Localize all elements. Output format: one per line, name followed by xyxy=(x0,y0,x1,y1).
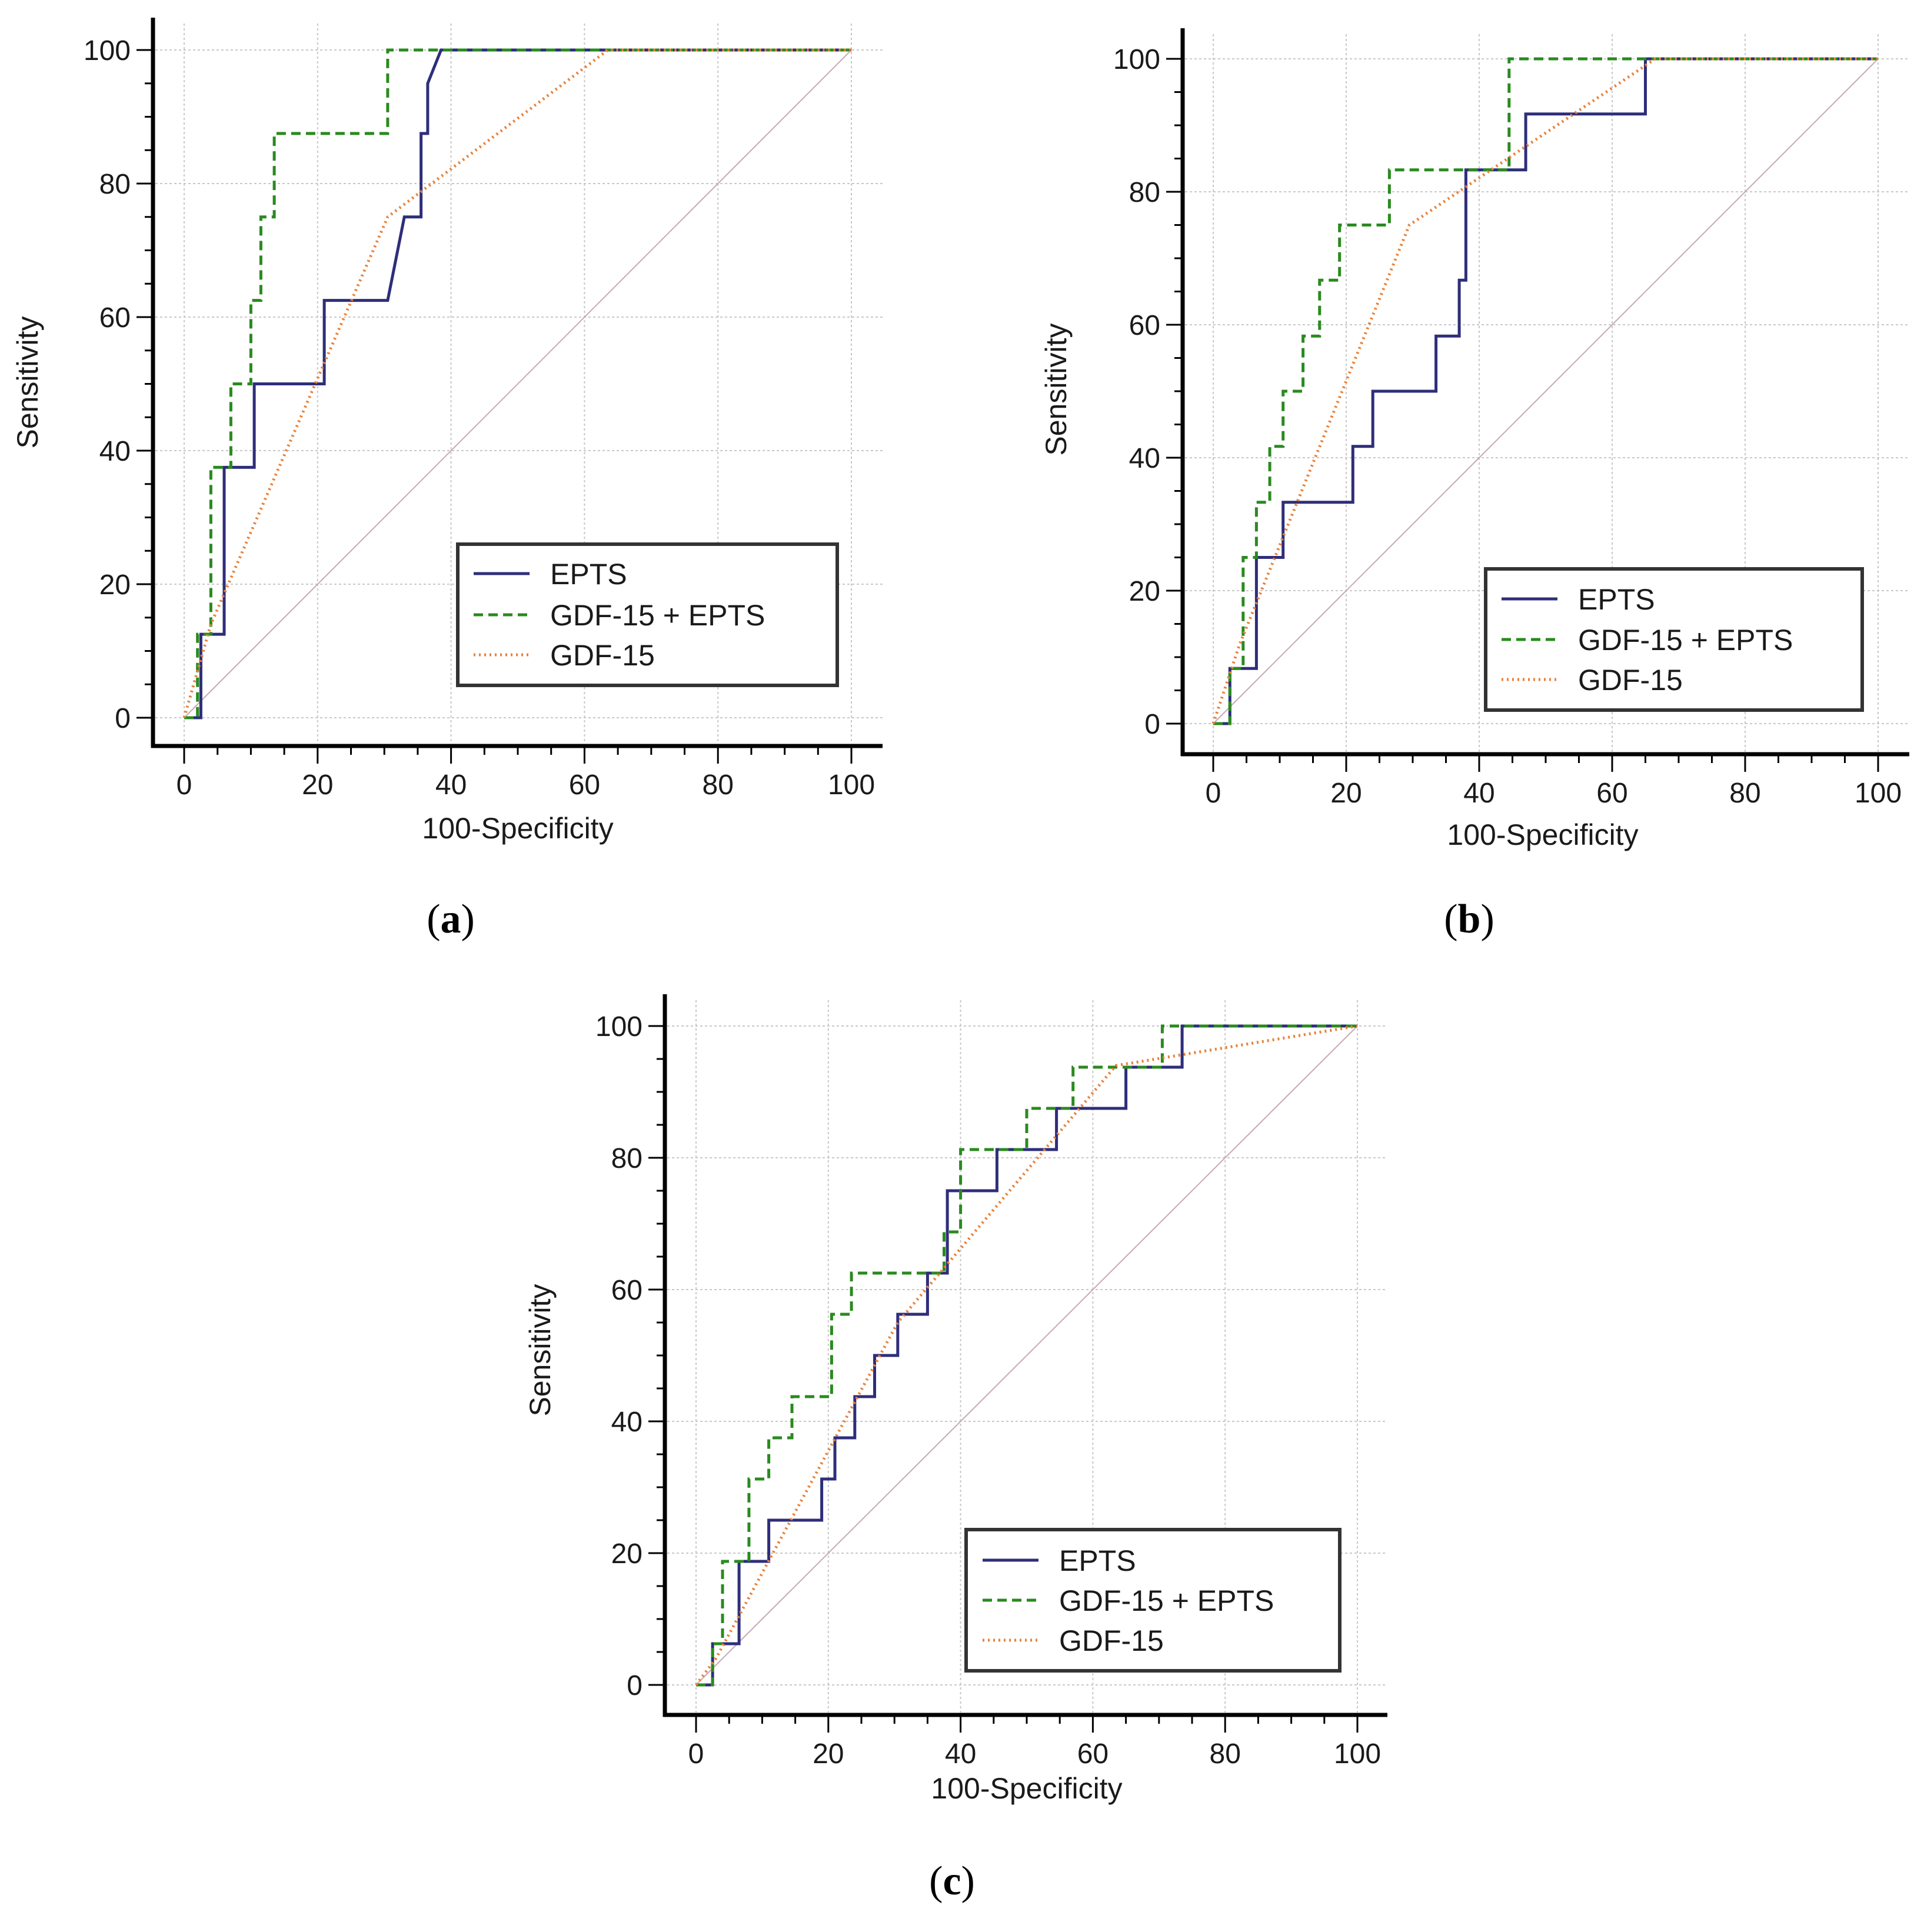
panel-b-y-axis-title: Sensitivity xyxy=(1040,323,1073,455)
panel-a-x-tick-label-5: 100 xyxy=(828,770,875,801)
panel-c-series xyxy=(695,1024,1358,1687)
panel-c-y-axis-title: Sensitivity xyxy=(524,1284,557,1416)
panel-b: 0 20 40 60 80 100 0 20 40 60 80 100 100-Specificit… xyxy=(1040,28,1909,942)
panel-a-y-axis-title: Sensitivity xyxy=(11,316,44,448)
panel-c-x-tick-label-1: 20 xyxy=(813,1738,844,1770)
panel-a-combined-line xyxy=(184,48,851,719)
panel-b-x-axis-title: 100-Specificity xyxy=(1447,818,1638,851)
panel-c-x-tick-label-2: 40 xyxy=(945,1738,976,1770)
panel-a-y-tick-label-2: 40 xyxy=(99,436,131,467)
panel-a-label: (a) xyxy=(427,897,475,942)
panel-b-y-tick-label-2: 40 xyxy=(1129,443,1160,474)
panel-b-epts-line xyxy=(1213,57,1878,725)
panel-b-combined-line xyxy=(1213,57,1878,725)
panel-c-y-tick-label-3: 60 xyxy=(611,1275,643,1306)
panel-c-legend-gdf15-label: GDF-15 xyxy=(1059,1624,1164,1657)
panel-b-y-tick-label-1: 20 xyxy=(1129,576,1160,607)
panel-b-legend: EPTS GDF-15 + EPTS GDF-15 xyxy=(1484,567,1864,712)
panel-a-y-tick-label-0: 0 xyxy=(115,703,131,734)
panel-c-x-tick-label-3: 60 xyxy=(1077,1738,1109,1770)
panel-b-y-tick-label-5: 100 xyxy=(1113,44,1160,75)
panel-a-gdf15-line xyxy=(182,48,851,718)
panel-c-label: (c) xyxy=(929,1858,975,1904)
panel-a-y-tick-label-5: 100 xyxy=(84,35,131,66)
panel-c-legend-epts-label: EPTS xyxy=(1059,1544,1136,1577)
panel-a: 0 20 40 60 80 100 0 20 40 60 80 100 100-Specificit… xyxy=(11,18,883,942)
panel-c-y-tick-label-1: 20 xyxy=(611,1538,643,1570)
panel-c-x-ticks: 0 20 40 60 80 100 xyxy=(688,1715,1381,1770)
panel-c-y-ticks: 0 20 40 60 80 100 xyxy=(595,1011,665,1701)
panel-b-legend-combined-label: GDF-15 + EPTS xyxy=(1578,624,1793,657)
panel-a-y-tick-label-1: 20 xyxy=(99,569,131,601)
panel-b-x-tick-label-5: 100 xyxy=(1855,778,1902,809)
panel-c-x-tick-label-4: 80 xyxy=(1210,1738,1241,1770)
panel-b-x-ticks: 0 20 40 60 80 100 xyxy=(1206,754,1902,809)
panel-b-series xyxy=(1211,57,1878,725)
panel-c: 0 20 40 60 80 100 0 20 40 60 80 100 100-Specificit… xyxy=(524,994,1387,1904)
panel-a-series xyxy=(182,48,851,719)
panel-c-gdf15-line xyxy=(695,1024,1358,1686)
panel-c-legend: EPTS GDF-15 + EPTS GDF-15 xyxy=(964,1528,1342,1673)
panel-a-legend: EPTS GDF-15 + EPTS GDF-15 xyxy=(456,542,839,687)
panel-a-y-tick-label-4: 80 xyxy=(99,169,131,200)
panel-b-diagonal xyxy=(1213,58,1879,724)
panel-a-x-axis-title: 100-Specificity xyxy=(422,812,613,845)
panel-b-x-tick-label-4: 80 xyxy=(1729,778,1760,809)
panel-c-diagonal-line xyxy=(695,1025,1358,1685)
panel-c-combined-line xyxy=(696,1024,1357,1687)
panel-c-y-tick-label-4: 80 xyxy=(611,1143,643,1174)
panel-a-x-tick-label-2: 40 xyxy=(435,770,467,801)
panel-a-diagonal xyxy=(184,49,852,718)
panel-a-legend-combined-label: GDF-15 + EPTS xyxy=(550,599,765,632)
panel-b-label: (b) xyxy=(1444,897,1494,942)
panel-a-diagonal-line xyxy=(184,49,852,718)
panel-b-y-ticks: 0 20 40 60 80 100 xyxy=(1113,44,1183,740)
panel-b-diagonal-line xyxy=(1213,58,1879,724)
panel-b-x-tick-label-0: 0 xyxy=(1206,778,1221,809)
panel-b-y-tick-label-0: 0 xyxy=(1144,709,1160,740)
panel-a-x-tick-label-1: 20 xyxy=(302,770,333,801)
panel-b-y-tick-label-4: 80 xyxy=(1129,177,1160,208)
panel-c-y-tick-label-5: 100 xyxy=(595,1011,643,1042)
panel-a-legend-epts-label: EPTS xyxy=(550,558,627,591)
panel-a-x-tick-label-3: 60 xyxy=(569,770,600,801)
panel-a-x-tick-label-0: 0 xyxy=(177,770,192,801)
panel-c-x-tick-label-5: 100 xyxy=(1334,1738,1381,1770)
panel-c-x-tick-label-0: 0 xyxy=(688,1738,704,1770)
panel-b-gdf15-line xyxy=(1211,57,1878,724)
panel-c-legend-combined-label: GDF-15 + EPTS xyxy=(1059,1584,1274,1617)
panel-b-y-tick-label-3: 60 xyxy=(1129,310,1160,341)
panel-c-x-axis-title: 100-Specificity xyxy=(931,1772,1122,1805)
panel-a-legend-gdf15-label: GDF-15 xyxy=(550,639,655,672)
panel-a-x-ticks: 0 20 40 60 80 100 xyxy=(177,746,875,801)
panel-c-diagonal xyxy=(695,1025,1358,1685)
panel-b-x-tick-label-2: 40 xyxy=(1463,778,1494,809)
panel-b-x-tick-label-1: 20 xyxy=(1330,778,1362,809)
panel-c-y-tick-label-0: 0 xyxy=(627,1670,643,1701)
panel-b-legend-gdf15-label: GDF-15 xyxy=(1578,664,1683,697)
panel-b-legend-epts-label: EPTS xyxy=(1578,583,1655,616)
panel-b-x-tick-label-3: 60 xyxy=(1596,778,1627,809)
panel-a-x-tick-label-4: 80 xyxy=(703,770,734,801)
panel-c-y-tick-label-2: 40 xyxy=(611,1407,643,1438)
panel-a-y-tick-label-3: 60 xyxy=(99,302,131,334)
panel-a-y-ticks: 0 20 40 60 80 100 xyxy=(84,35,153,734)
